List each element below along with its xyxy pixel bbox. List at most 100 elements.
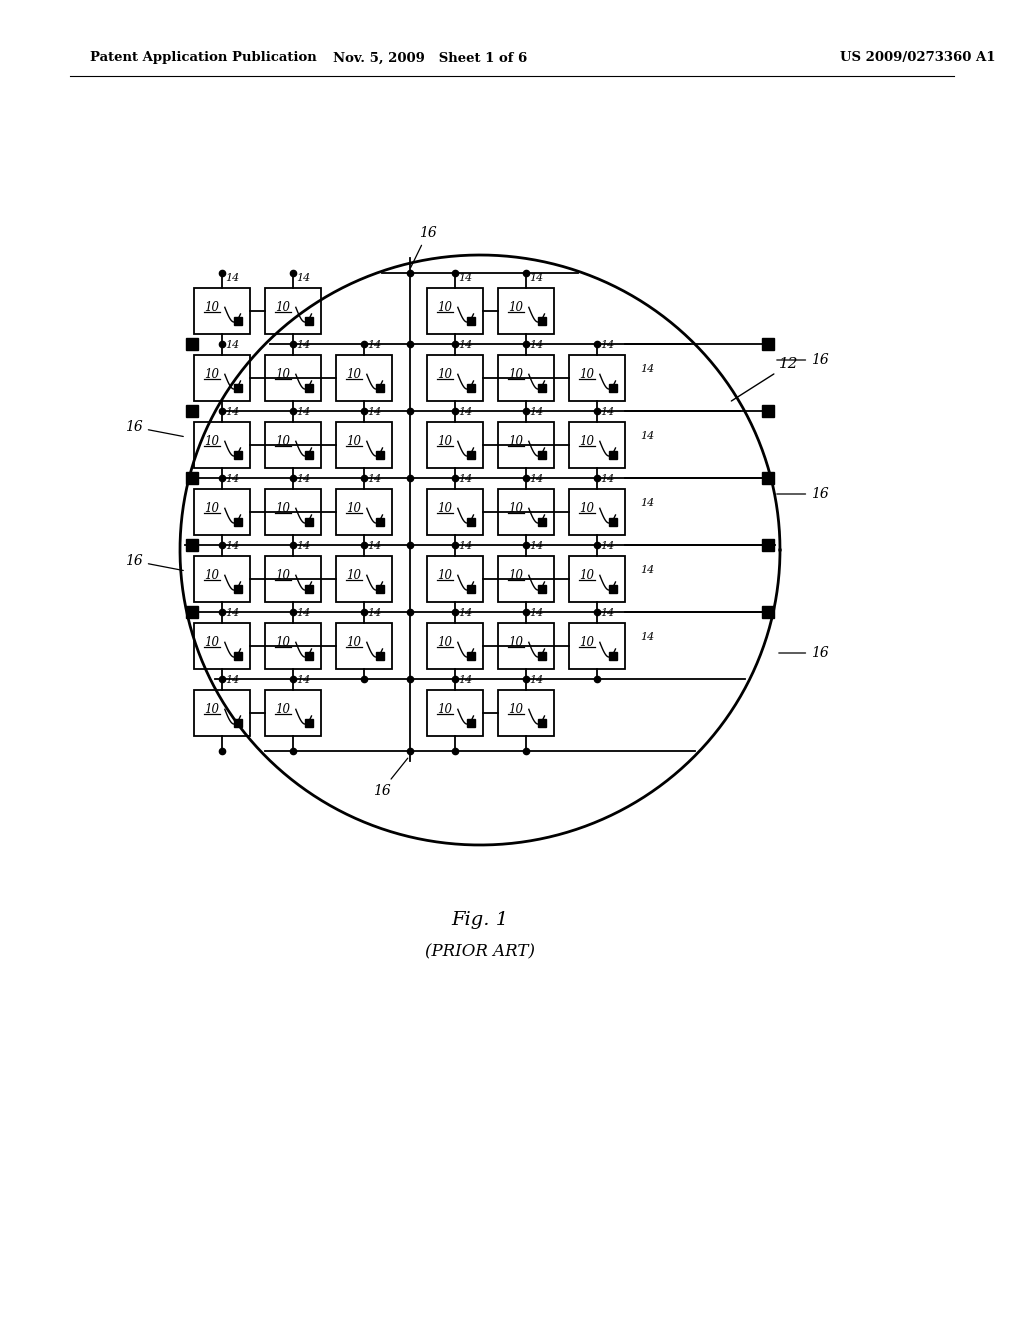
Bar	[467, 517, 475, 525]
Text: 14: 14	[296, 407, 310, 417]
Text: 10: 10	[580, 569, 594, 582]
Text: 14: 14	[296, 675, 310, 685]
Text: Patent Application Publication: Patent Application Publication	[90, 51, 316, 65]
Bar	[569, 422, 625, 469]
Bar	[194, 623, 250, 669]
Text: 16: 16	[125, 420, 183, 437]
Text: 14: 14	[367, 609, 381, 618]
Bar	[467, 719, 475, 727]
Text: 14: 14	[225, 407, 240, 417]
Text: 14: 14	[529, 407, 543, 417]
Bar	[539, 652, 547, 660]
Bar	[234, 585, 243, 593]
Text: 14: 14	[600, 407, 614, 417]
Text: 16: 16	[779, 645, 828, 660]
Text: 14: 14	[225, 341, 240, 350]
Bar	[336, 623, 392, 669]
Text: 14: 14	[458, 273, 472, 282]
Text: 14: 14	[640, 364, 654, 374]
Bar	[762, 405, 774, 417]
Text: 10: 10	[205, 636, 219, 649]
Bar	[305, 451, 313, 459]
Text: 10: 10	[205, 434, 219, 447]
Text: 10: 10	[275, 301, 291, 314]
Text: 14: 14	[600, 474, 614, 484]
Text: 14: 14	[225, 675, 240, 685]
Text: 10: 10	[275, 569, 291, 582]
Bar	[467, 317, 475, 325]
Text: 14: 14	[458, 407, 472, 417]
Text: 10: 10	[580, 502, 594, 515]
Text: 10: 10	[509, 368, 523, 380]
Bar	[762, 338, 774, 350]
Bar	[762, 473, 774, 484]
Bar	[498, 288, 554, 334]
Text: 10: 10	[437, 434, 453, 447]
Text: 10: 10	[437, 569, 453, 582]
Bar	[194, 556, 250, 602]
Text: 10: 10	[275, 636, 291, 649]
Text: 14: 14	[529, 273, 543, 282]
Text: 14: 14	[640, 632, 654, 642]
Text: 10: 10	[580, 368, 594, 380]
Bar	[336, 422, 392, 469]
Text: 10: 10	[346, 368, 361, 380]
Text: 14: 14	[529, 675, 543, 685]
Text: 10: 10	[275, 502, 291, 515]
Text: 10: 10	[437, 502, 453, 515]
Text: (PRIOR ART): (PRIOR ART)	[425, 944, 535, 961]
Bar	[305, 517, 313, 525]
Bar	[265, 690, 321, 737]
Text: 14: 14	[458, 609, 472, 618]
Bar	[305, 384, 313, 392]
Text: 14: 14	[225, 541, 240, 550]
Text: 10: 10	[509, 301, 523, 314]
Bar	[569, 623, 625, 669]
Text: 14: 14	[225, 273, 240, 282]
Text: 14: 14	[296, 474, 310, 484]
Bar	[498, 623, 554, 669]
Bar	[265, 488, 321, 535]
Text: 16: 16	[125, 554, 183, 570]
Bar	[265, 422, 321, 469]
Bar	[186, 539, 198, 550]
Bar	[609, 384, 617, 392]
Bar	[377, 585, 384, 593]
Bar	[427, 488, 483, 535]
Bar	[265, 355, 321, 401]
Text: 10: 10	[275, 434, 291, 447]
Bar	[234, 652, 243, 660]
Bar	[467, 585, 475, 593]
Text: 10: 10	[580, 636, 594, 649]
Bar	[427, 556, 483, 602]
Text: Nov. 5, 2009   Sheet 1 of 6: Nov. 5, 2009 Sheet 1 of 6	[333, 51, 527, 65]
Text: 14: 14	[640, 430, 654, 441]
Bar	[186, 338, 198, 350]
Text: 16: 16	[777, 352, 828, 367]
Text: 10: 10	[437, 301, 453, 314]
Text: 14: 14	[458, 474, 472, 484]
Text: 14: 14	[529, 474, 543, 484]
Text: 10: 10	[205, 569, 219, 582]
Bar	[569, 488, 625, 535]
Bar	[569, 556, 625, 602]
Text: 10: 10	[346, 434, 361, 447]
Bar	[762, 539, 774, 550]
Text: 10: 10	[437, 636, 453, 649]
Bar	[609, 652, 617, 660]
Bar	[498, 556, 554, 602]
Bar	[427, 623, 483, 669]
Bar	[498, 488, 554, 535]
Bar	[336, 556, 392, 602]
Text: 10: 10	[275, 368, 291, 380]
Bar	[539, 317, 547, 325]
Bar	[194, 422, 250, 469]
Bar	[498, 355, 554, 401]
Bar	[305, 317, 313, 325]
Bar	[234, 719, 243, 727]
Bar	[539, 384, 547, 392]
Text: 16: 16	[777, 487, 828, 502]
Text: 10: 10	[509, 569, 523, 582]
Text: 14: 14	[458, 675, 472, 685]
Text: US 2009/0273360 A1: US 2009/0273360 A1	[840, 51, 995, 65]
